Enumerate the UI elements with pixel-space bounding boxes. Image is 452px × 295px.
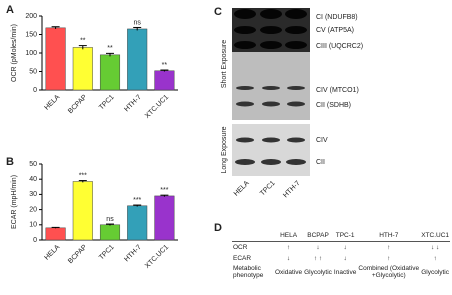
y-tick-label: 30 <box>29 191 37 198</box>
panel-label: C <box>214 6 222 18</box>
y-tick-label: 40 <box>29 176 37 183</box>
header-cell: BCPAP <box>303 232 333 242</box>
x-tick-label: BCPAP <box>67 244 89 266</box>
y-tick-label: 0 <box>33 87 37 94</box>
header-cell: HELA <box>274 232 304 242</box>
cell: Glycolytic <box>421 268 449 276</box>
cell: ↑ <box>387 243 391 251</box>
band-label: CIII (UQCRC2) <box>316 43 363 50</box>
y-tick-label: 0 <box>33 237 37 244</box>
bands <box>234 9 307 49</box>
header-cell: HTH-7 <box>357 232 421 242</box>
bar <box>45 27 66 91</box>
panel-label: D <box>214 222 222 234</box>
exposure-label: Long Exposure <box>221 126 228 173</box>
x-tick-label: HELA <box>43 244 61 262</box>
x-tick-label: TPC1 <box>98 244 116 262</box>
table: HELA BCPAP TPC-1 HTH-7 XTC.UC1 OCR ↑ ↓ ↓ ↑ ↓ ↓ ECAR… <box>232 232 450 281</box>
bar <box>154 70 175 91</box>
row-label: Metabolic phenotype <box>233 265 264 280</box>
y-tick-label: 100 <box>25 50 37 57</box>
significance-label: ns <box>106 216 114 223</box>
cell: Inactive <box>333 268 357 276</box>
significance-label: ** <box>162 62 168 69</box>
bar <box>127 205 148 241</box>
header-row: HELA BCPAP TPC-1 HTH-7 XTC.UC1 <box>232 232 450 242</box>
x-tick-label: HTH-7 <box>123 244 143 264</box>
lane-label: HELA <box>233 180 251 198</box>
y-tick-label: 150 <box>25 31 37 38</box>
bar <box>45 227 66 241</box>
x-tick-label: BCPAP <box>67 94 89 116</box>
y-tick-label: 50 <box>29 161 37 168</box>
band-label: CIV <box>316 137 328 144</box>
band-label: CII (SDHB) <box>316 102 351 109</box>
bar <box>72 181 93 241</box>
panel-label: B <box>6 156 14 168</box>
bar <box>99 224 121 241</box>
band-label: CIV (MTCO1) <box>316 87 359 94</box>
cell: ↓ <box>343 254 347 262</box>
bands-lower <box>235 86 306 165</box>
y-axis-label: ECAR (mpH/min) <box>11 175 18 229</box>
bar <box>99 54 121 91</box>
cell: Combined (Oxidative +Glycolytic) <box>358 265 420 280</box>
significance-label: *** <box>79 172 87 179</box>
x-tick-label: HTH-7 <box>123 94 143 114</box>
cell: Glycolytic <box>304 268 332 276</box>
bar <box>72 47 93 91</box>
lane-label: TPC1 <box>259 180 277 198</box>
row: OCR ↑ ↓ ↓ ↑ ↓ ↓ <box>232 241 450 252</box>
header-cell: TPC-1 <box>332 232 358 242</box>
y-axis-label: OCR (pMoles/min) <box>11 24 18 82</box>
cell: ↓ <box>343 243 347 251</box>
cell: ↑ ↑ <box>313 254 323 262</box>
phenotype-table: D HELA BCPAP TPC-1 HTH-7 XTC.UC1 OCR ↑ ↓ ↓ ↑ ↓ ↓ ECA… <box>214 222 450 281</box>
cell: ↑ <box>387 254 391 262</box>
row-label: OCR <box>233 243 248 251</box>
band-label: CII <box>316 159 325 166</box>
cell: ↓ ↓ <box>430 243 440 251</box>
lane-label: HTH-7 <box>282 180 302 200</box>
significance-label: ns <box>133 19 141 26</box>
header-cell <box>232 232 274 242</box>
row: Metabolic phenotype Oxidative Glycolytic In… <box>232 263 450 281</box>
row: ECAR ↓ ↑ ↑ ↓ ↑ ↑ <box>232 253 450 264</box>
cell: ↓ <box>316 243 320 251</box>
x-tick-label: XTC.UC1 <box>144 94 170 120</box>
cell: ↑ <box>433 254 437 262</box>
y-tick-label: 50 <box>29 68 37 75</box>
band-label: CV (ATP5A) <box>316 27 354 34</box>
bar <box>154 195 175 241</box>
significance-label: ** <box>80 37 86 44</box>
exposure-label: Short Exposure <box>221 40 228 88</box>
cell: Oxidative <box>275 268 303 276</box>
row-label: ECAR <box>233 254 252 262</box>
x-tick-label: TPC1 <box>98 94 116 112</box>
x-tick-label: XTC.UC1 <box>144 244 170 270</box>
header-cell: XTC.UC1 <box>420 232 450 242</box>
y-tick-label: 10 <box>29 222 37 229</box>
band-label: CI (NDUFB8) <box>316 14 358 21</box>
bar <box>127 28 148 91</box>
x-tick-label: HELA <box>43 94 61 112</box>
blot-long <box>232 124 310 176</box>
significance-label: ** <box>107 45 113 52</box>
significance-label: *** <box>160 187 168 194</box>
panel-label: A <box>6 4 14 16</box>
significance-label: *** <box>133 197 141 204</box>
y-tick-label: 200 <box>25 13 37 20</box>
cell: ↑ <box>286 243 291 251</box>
cell: ↓ <box>286 254 291 262</box>
y-tick-label: 20 <box>29 206 37 213</box>
